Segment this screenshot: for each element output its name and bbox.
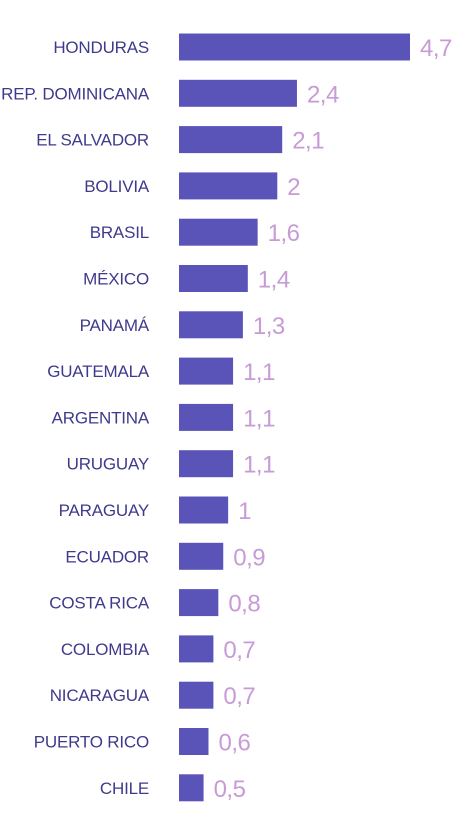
value-label: 0,7 bbox=[223, 683, 255, 710]
category-label: BOLIVIA bbox=[84, 177, 150, 196]
bar bbox=[179, 357, 234, 385]
bar bbox=[179, 33, 410, 61]
category-label: URUGUAY bbox=[67, 455, 149, 474]
bar bbox=[179, 126, 283, 154]
value-label: 4,7 bbox=[420, 35, 452, 62]
value-label: 1,4 bbox=[258, 267, 290, 294]
value-label: 0,9 bbox=[233, 544, 265, 571]
category-label: GUATEMALA bbox=[47, 362, 150, 381]
category-label: MÉXICO bbox=[83, 270, 149, 289]
category-label: REP. DOMINICANA bbox=[1, 84, 150, 103]
value-label: 1 bbox=[238, 498, 251, 525]
value-label: 2,1 bbox=[292, 128, 324, 155]
value-label: 2 bbox=[287, 174, 300, 201]
category-label: COLOMBIA bbox=[61, 640, 150, 659]
bar bbox=[179, 79, 297, 107]
category-label: ECUADOR bbox=[65, 547, 149, 566]
bar bbox=[179, 265, 248, 292]
category-label: PARAGUAY bbox=[59, 501, 149, 520]
value-label: 1,1 bbox=[243, 359, 275, 386]
category-label: PANAMÁ bbox=[80, 316, 150, 335]
category-label: CHILE bbox=[100, 779, 149, 798]
bar bbox=[179, 496, 229, 524]
value-label: 1,6 bbox=[268, 220, 300, 247]
value-label: 0,6 bbox=[218, 730, 250, 757]
bar bbox=[179, 728, 209, 755]
category-label: BRASIL bbox=[90, 223, 149, 242]
category-label: COSTA RICA bbox=[49, 594, 150, 613]
bar bbox=[179, 589, 219, 617]
category-label: PUERTO RICO bbox=[34, 733, 149, 752]
bar bbox=[179, 635, 214, 663]
value-label: 1,3 bbox=[253, 313, 285, 340]
value-label: 2,4 bbox=[307, 81, 339, 108]
value-label: 0,7 bbox=[223, 637, 255, 664]
bar bbox=[179, 450, 234, 478]
value-label: 1,1 bbox=[243, 405, 275, 432]
bar bbox=[179, 681, 214, 709]
bar bbox=[179, 218, 258, 246]
bar bbox=[179, 172, 278, 200]
value-label: 1,1 bbox=[243, 452, 275, 479]
bar bbox=[179, 403, 234, 431]
category-label: NICARAGUA bbox=[50, 686, 150, 705]
value-label: 0,5 bbox=[214, 776, 246, 803]
category-label: ARGENTINA bbox=[52, 408, 150, 427]
category-label: EL SALVADOR bbox=[36, 131, 149, 150]
bar bbox=[179, 311, 243, 339]
value-label: 0,8 bbox=[228, 591, 260, 618]
category-label: HONDURAS bbox=[53, 38, 149, 57]
bar bbox=[179, 774, 204, 802]
bar bbox=[179, 542, 224, 570]
